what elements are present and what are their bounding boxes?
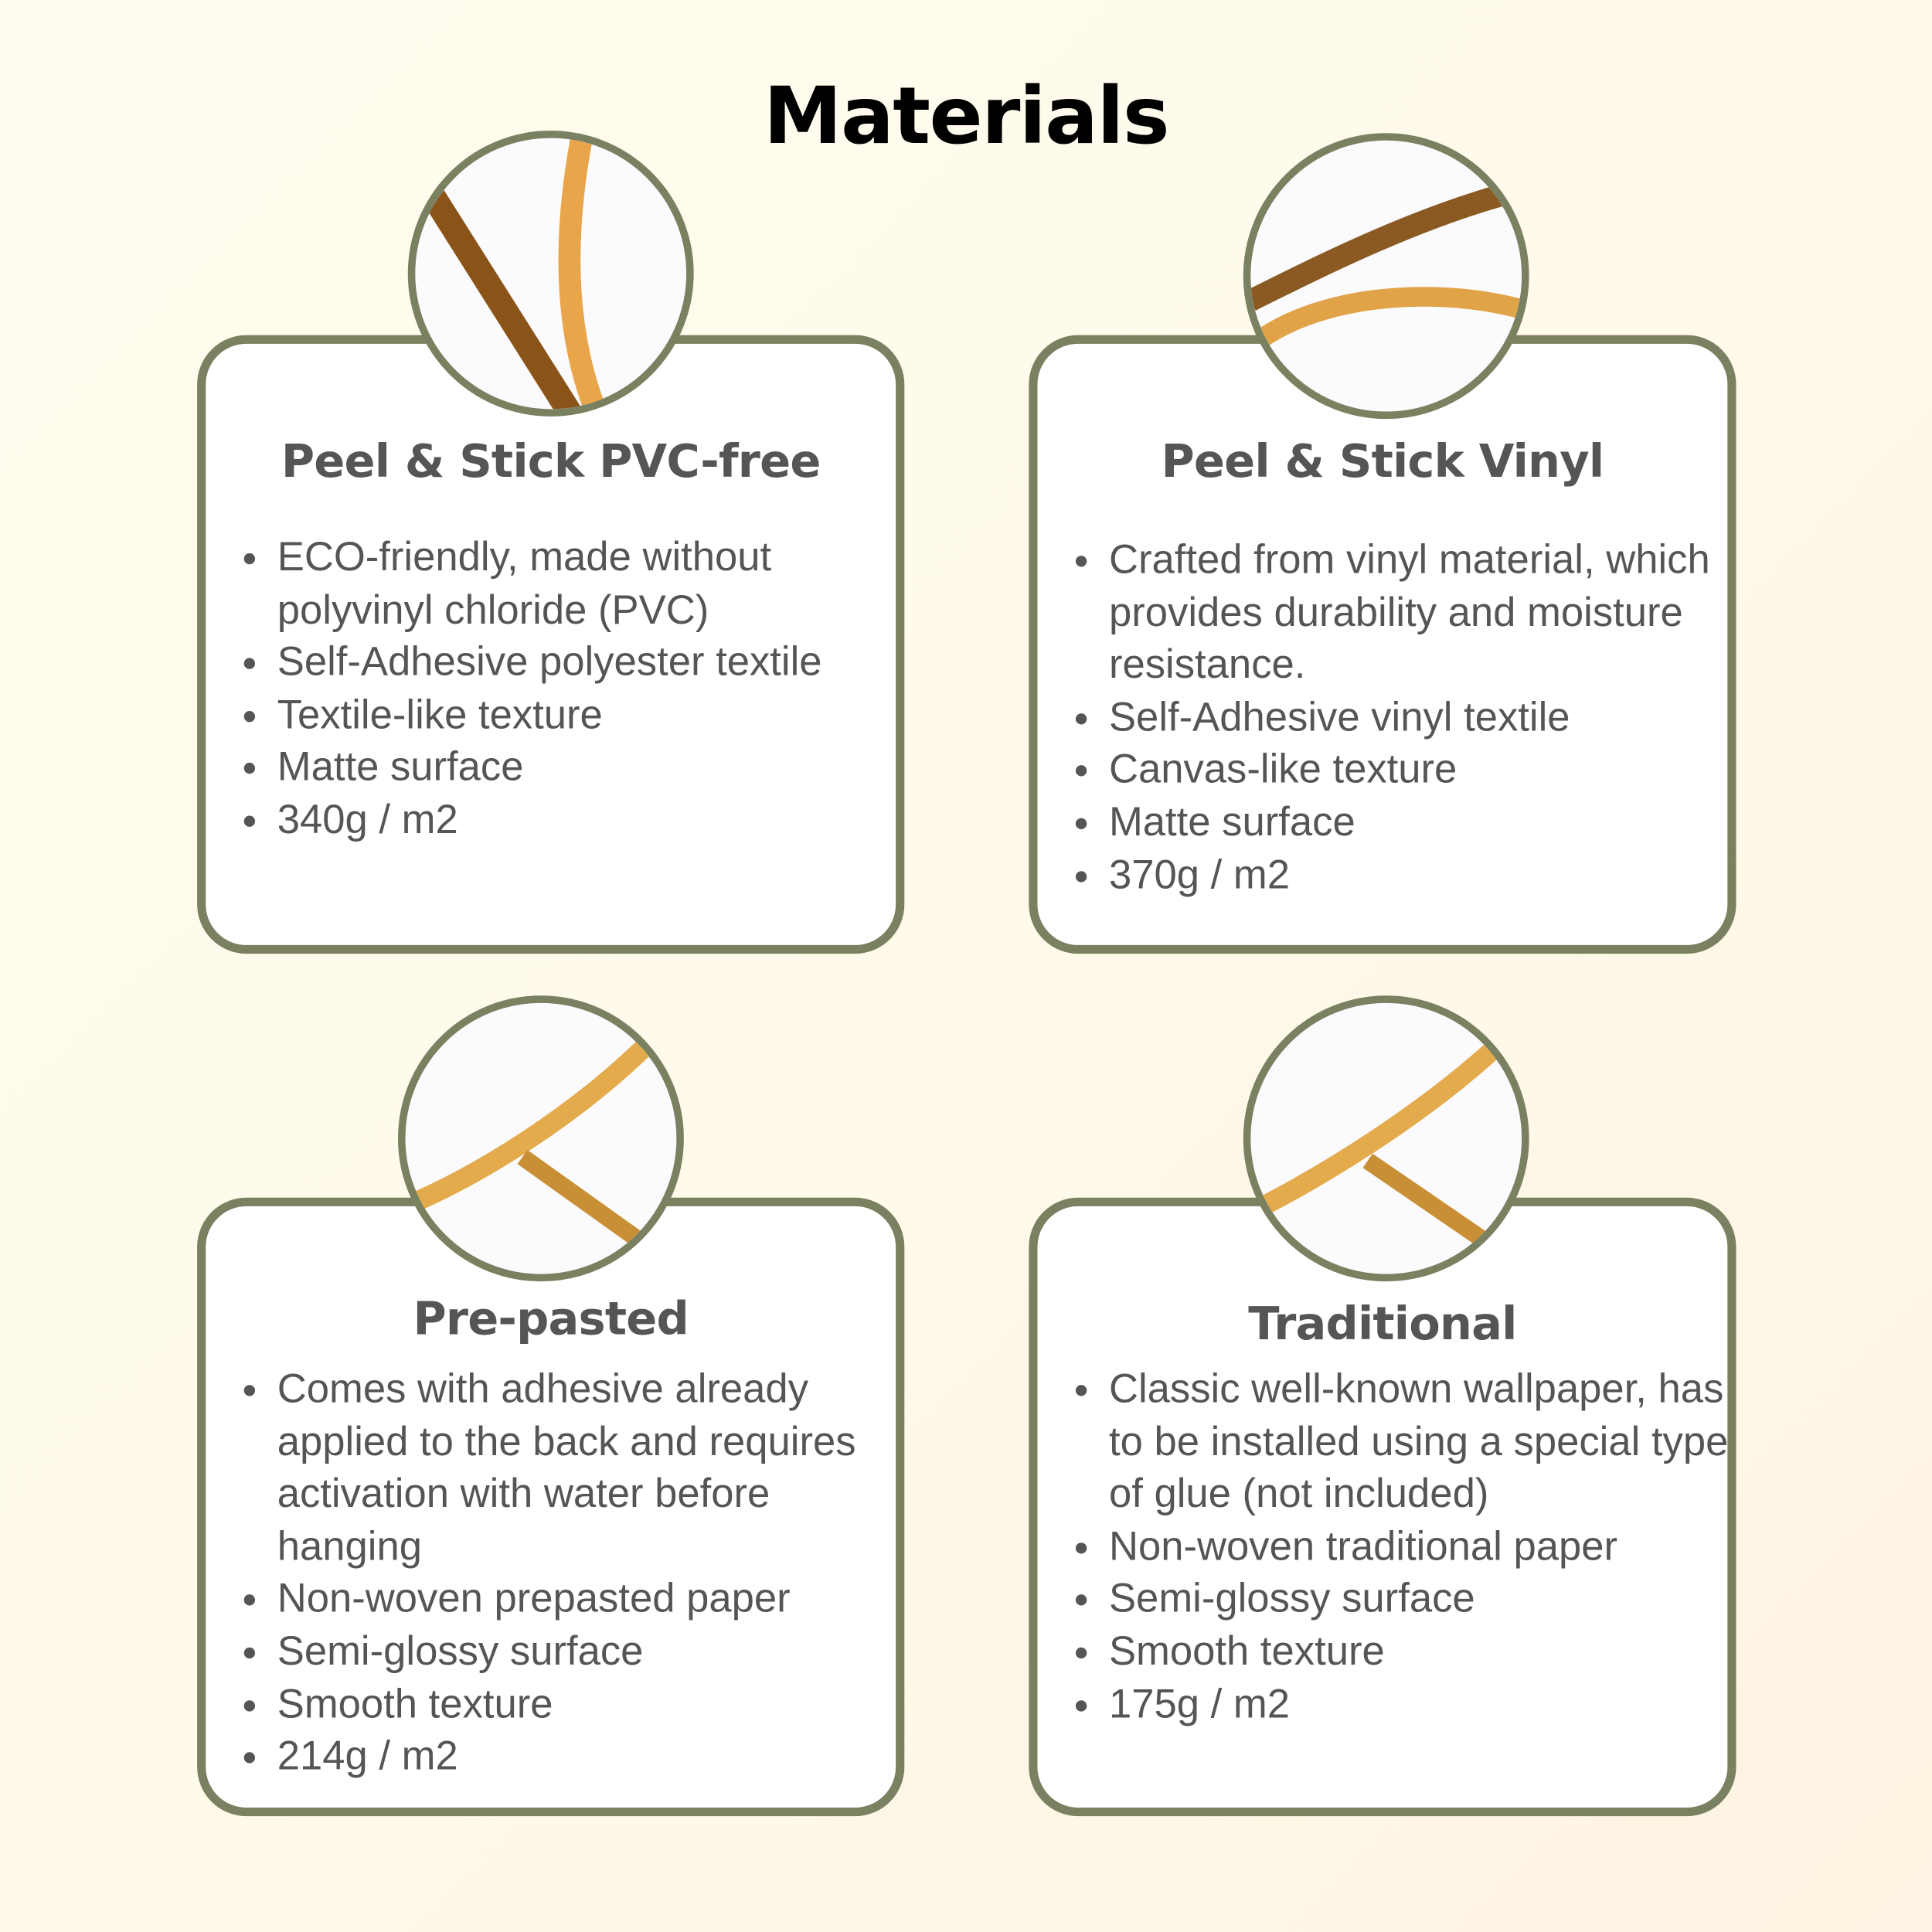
material-card-pvc-free: Peel & Stick PVC-free ECO-friendly, made… xyxy=(197,335,905,954)
list-item: ECO-friendly, made without polyvinyl chl… xyxy=(243,531,918,636)
smooth-paper-swatch-image xyxy=(397,995,684,1282)
card-title: Traditional xyxy=(1248,1297,1517,1351)
fabric-texture-swatch-image xyxy=(407,131,694,417)
feature-list: Crafted from vinyl material, which provi… xyxy=(1065,533,1726,900)
list-item: 340g / m2 xyxy=(243,794,918,846)
material-card-pre-pasted: Pre-pasted Comes with adhesive already a… xyxy=(197,1197,905,1817)
list-item: Matte surface xyxy=(243,741,918,794)
list-item: Smooth texture xyxy=(243,1678,893,1730)
feature-list: ECO-friendly, made without polyvinyl chl… xyxy=(233,531,917,845)
list-item: 370g / m2 xyxy=(1075,849,1725,901)
feature-list: Classic well-known wallpaper, has to be … xyxy=(1065,1362,1738,1730)
card-title: Pre-pasted xyxy=(413,1292,689,1346)
list-item: Canvas-like texture xyxy=(1075,743,1725,796)
list-item: Self-Adhesive polyester textile xyxy=(243,636,918,689)
list-item: 214g / m2 xyxy=(243,1730,893,1783)
smooth-paper-swatch-image xyxy=(1243,995,1529,1282)
list-item: Textile-like texture xyxy=(243,689,918,741)
list-item: Non-woven traditional paper xyxy=(1075,1520,1737,1573)
card-title: Peel & Stick PVC-free xyxy=(281,434,821,488)
list-item: Matte surface xyxy=(1075,796,1725,849)
material-card-vinyl: Peel & Stick Vinyl Crafted from vinyl ma… xyxy=(1029,335,1736,954)
canvas-texture-swatch-image xyxy=(1243,133,1529,420)
list-item: Non-woven prepasted paper xyxy=(243,1573,893,1625)
list-item: Smooth texture xyxy=(1075,1625,1737,1678)
list-item: Crafted from vinyl material, which provi… xyxy=(1075,533,1725,691)
list-item: Semi-glossy surface xyxy=(243,1625,893,1678)
feature-list: Comes with adhesive already applied to t… xyxy=(233,1362,893,1782)
card-title: Peel & Stick Vinyl xyxy=(1161,434,1604,488)
list-item: Classic well-known wallpaper, has to be … xyxy=(1075,1362,1737,1520)
list-item: Semi-glossy surface xyxy=(1075,1573,1737,1625)
page-title: Materials xyxy=(764,71,1170,163)
material-card-traditional: Traditional Classic well-known wallpaper… xyxy=(1029,1197,1738,1817)
list-item: Self-Adhesive vinyl textile xyxy=(1075,691,1725,743)
list-item: Comes with adhesive already applied to t… xyxy=(243,1362,893,1573)
list-item: 175g / m2 xyxy=(1075,1678,1737,1730)
